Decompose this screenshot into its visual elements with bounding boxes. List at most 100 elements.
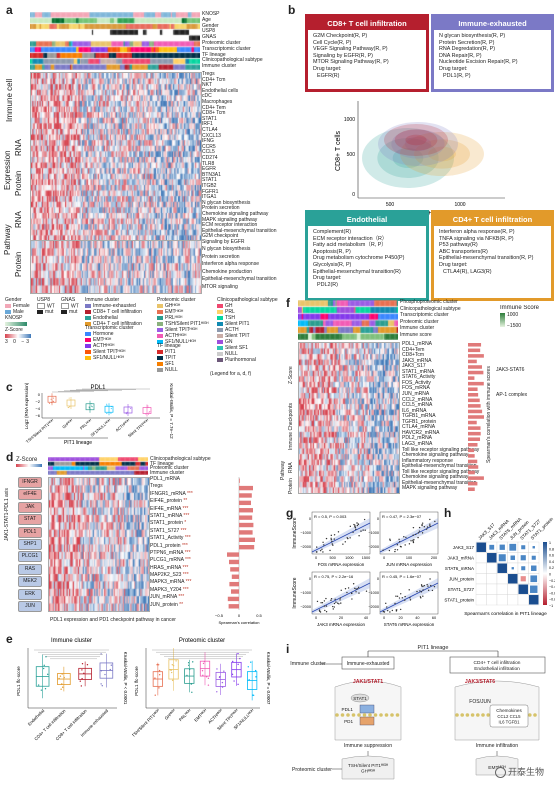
panel-a-top-label-2: Gender (202, 22, 219, 29)
panel-g-ytick-2-2: −2000 (300, 605, 311, 609)
i-membrane-left-5 (362, 713, 367, 717)
panel-e-prot-pt-3-1 (201, 670, 204, 672)
panel-g-pt-2-38 (319, 611, 322, 613)
panel-g-pt-0-25 (316, 546, 318, 548)
panel-f-top-label-0: Phosphoproteomic cluster (400, 299, 458, 305)
panel-d-corr-bar-1 (239, 485, 253, 491)
i-membrane-left-3 (351, 713, 356, 717)
panel-g-pt-1-15 (404, 544, 406, 546)
panel-a-pathway-protein-row-5: Epithelial-mesenchymal transition (202, 276, 277, 283)
panel-d-pathway-nodes: IFNGR eIF4E JAK STAT PDL1 SHP1 PLCG1 RAS MEK2 ERK… (16, 477, 44, 617)
panel-e-prot-pt-0-1 (158, 687, 160, 689)
panel-e-prot-ylabel: PDL1 lfc-score (134, 666, 139, 696)
panel-g-pt-1-25 (399, 545, 402, 548)
panel-h-cell-4-3 (507, 583, 519, 595)
legend-clin-item-9: Plurihormonal (217, 357, 278, 363)
panel-g-xtick-3-0: 0 (383, 616, 385, 620)
panel-d-corr-bar-4 (239, 508, 253, 513)
density-plot: 500 1000 1000 500 0 CD4+ Tem CD8+ T cells (330, 96, 510, 217)
panel-c-point-5-5 (148, 413, 150, 415)
panel-h-left-label-5: STAT1_protein (444, 598, 474, 603)
legend-clin-item-2: TSH (217, 315, 278, 321)
panel-g-ytick-2-1: −1000 (300, 591, 311, 595)
cd4-item-3: ABC transporters(R) (439, 248, 488, 255)
i-membrane-left-6 (368, 713, 372, 717)
legend-trans-item-2: ACTHᴴᴵᴳᴴ (85, 343, 134, 349)
panel-d-side-label: JAK1-STAT1-PDL1 axis (4, 488, 10, 542)
panel-c-point-1-2 (69, 399, 71, 401)
panel-g-pt-2-36 (338, 603, 340, 605)
endothelial-item-6: Epithelial-mesenchymal transition(R) (313, 268, 401, 275)
legend-clin-item-swatch-3 (217, 321, 223, 326)
panel-h-left-label-4: STAT1_S727 (448, 587, 475, 592)
panel-g-pt-1-37 (421, 522, 424, 524)
panel-g-pt-0-34 (358, 535, 360, 537)
panel-a-row-label-19: STAT1 (202, 177, 217, 184)
panel-f-row-label-12: IL6_mRNA (402, 407, 427, 414)
legend-clin-item-swatch-2 (217, 315, 223, 320)
group-label-expression: Expression (3, 150, 12, 190)
panel-g-pt-1-1 (418, 526, 421, 529)
panel-f-row-label-21: Inflammatory response (402, 457, 453, 464)
panel-e-immune-pt-3-1 (109, 668, 111, 671)
panel-d-row-label-sig-6: * (182, 520, 187, 527)
panel-g-pt-1-31 (394, 548, 396, 551)
panel-c-point-5-3 (148, 411, 150, 413)
panel-g-pt-0-6 (329, 549, 331, 552)
panel-h-scale-tick-9: −0.8 (549, 598, 555, 602)
panel-f-corr-bar-21 (468, 459, 478, 464)
panel-c-point-5-0 (147, 406, 149, 408)
legend-gender-male: Male (13, 309, 24, 315)
panel-f-row-label-23: Toll like receptor signaling pathway (402, 468, 480, 475)
panel-c-point-3-0 (106, 412, 108, 414)
panel-g-pt-2-39 (318, 610, 321, 612)
panel-e-prot-pt-1-6 (171, 664, 174, 666)
panel-g-pt-3-33 (382, 610, 385, 613)
panel-g-pt-3-29 (427, 589, 430, 592)
panel-e-prot-pt-4-5 (223, 670, 225, 672)
panel-g-pt-3-0 (396, 595, 399, 597)
panel-e-immune-pt-3-3 (110, 664, 113, 666)
legend-trans-item-swatch-0 (85, 331, 91, 336)
panel-f-row-label-24: Chemokine signaling pathway (402, 474, 469, 481)
panel-h-mark-3-5 (530, 575, 538, 583)
panel-g-pt-0-11 (344, 541, 346, 543)
legend-z-tick-2: 0 (13, 339, 18, 345)
panel-d-annotation-tracks (48, 457, 148, 475)
panel-d-node-ifngr: IFNGR (18, 477, 42, 488)
legend-clin-item-swatch-8 (217, 351, 223, 356)
density-xlabel: CD4+ Tem (413, 210, 446, 216)
panel-g-pt-0-35 (363, 518, 366, 521)
cd8-item-2: VEGF Signaling Pathway(R, P) (313, 46, 388, 53)
panel-c-point-0-3 (53, 397, 55, 399)
panel-e-prot-pt-0-2 (157, 664, 160, 666)
panel-g-pt-3-14 (422, 595, 424, 597)
legend-usp8-wt: WT (47, 303, 55, 310)
group-label-rna: RNA (14, 139, 23, 157)
panel-f-top-label-3: Proteomic cluster (400, 318, 439, 325)
panel-d-row-label-11: PLCG1_mRNA *** (150, 557, 191, 564)
panel-g-pt-2-23 (325, 605, 328, 607)
box-cd4-title: CD4+ T cell infiltration (434, 213, 551, 226)
legend-immune-item-1: CD8+ T cell infiltration (85, 309, 142, 315)
panel-f-row-label-25: Epithelial-mesenchymal transition (402, 479, 477, 486)
legend-prot-item-swatch-6 (157, 339, 163, 344)
density-blob-2-3 (378, 122, 458, 166)
panel-a-top-label-6: Transcriptomic cluster (202, 45, 251, 52)
panel-g-pt-1-33 (421, 523, 423, 526)
panel-h-mark-3-3 (508, 574, 518, 584)
panel-f-row-label-6: STAT6_Activity (402, 374, 436, 381)
panel-c-point-1-3 (68, 407, 70, 409)
panel-e-immune-pt-3-2 (100, 683, 102, 685)
panel-g-pt-3-6 (431, 589, 434, 592)
panel-c-box-3 (104, 405, 114, 413)
legend-prot-item-swatch-2 (157, 315, 163, 320)
panel-g-pt-2-19 (321, 602, 324, 604)
panel-g-ytick-3-1: −1000 (368, 591, 379, 595)
panel-g-pt-1-0 (429, 523, 431, 525)
panel-c-point-2-3 (88, 407, 90, 409)
panel-g-pt-2-14 (351, 598, 353, 600)
panel-h-mark-5-5 (529, 595, 539, 605)
panel-e-immune-pt-1-0 (61, 683, 63, 685)
panel-e-immune-boxplot: Immune cluster PDL1 lfc-score Endothelial C… (14, 636, 129, 754)
